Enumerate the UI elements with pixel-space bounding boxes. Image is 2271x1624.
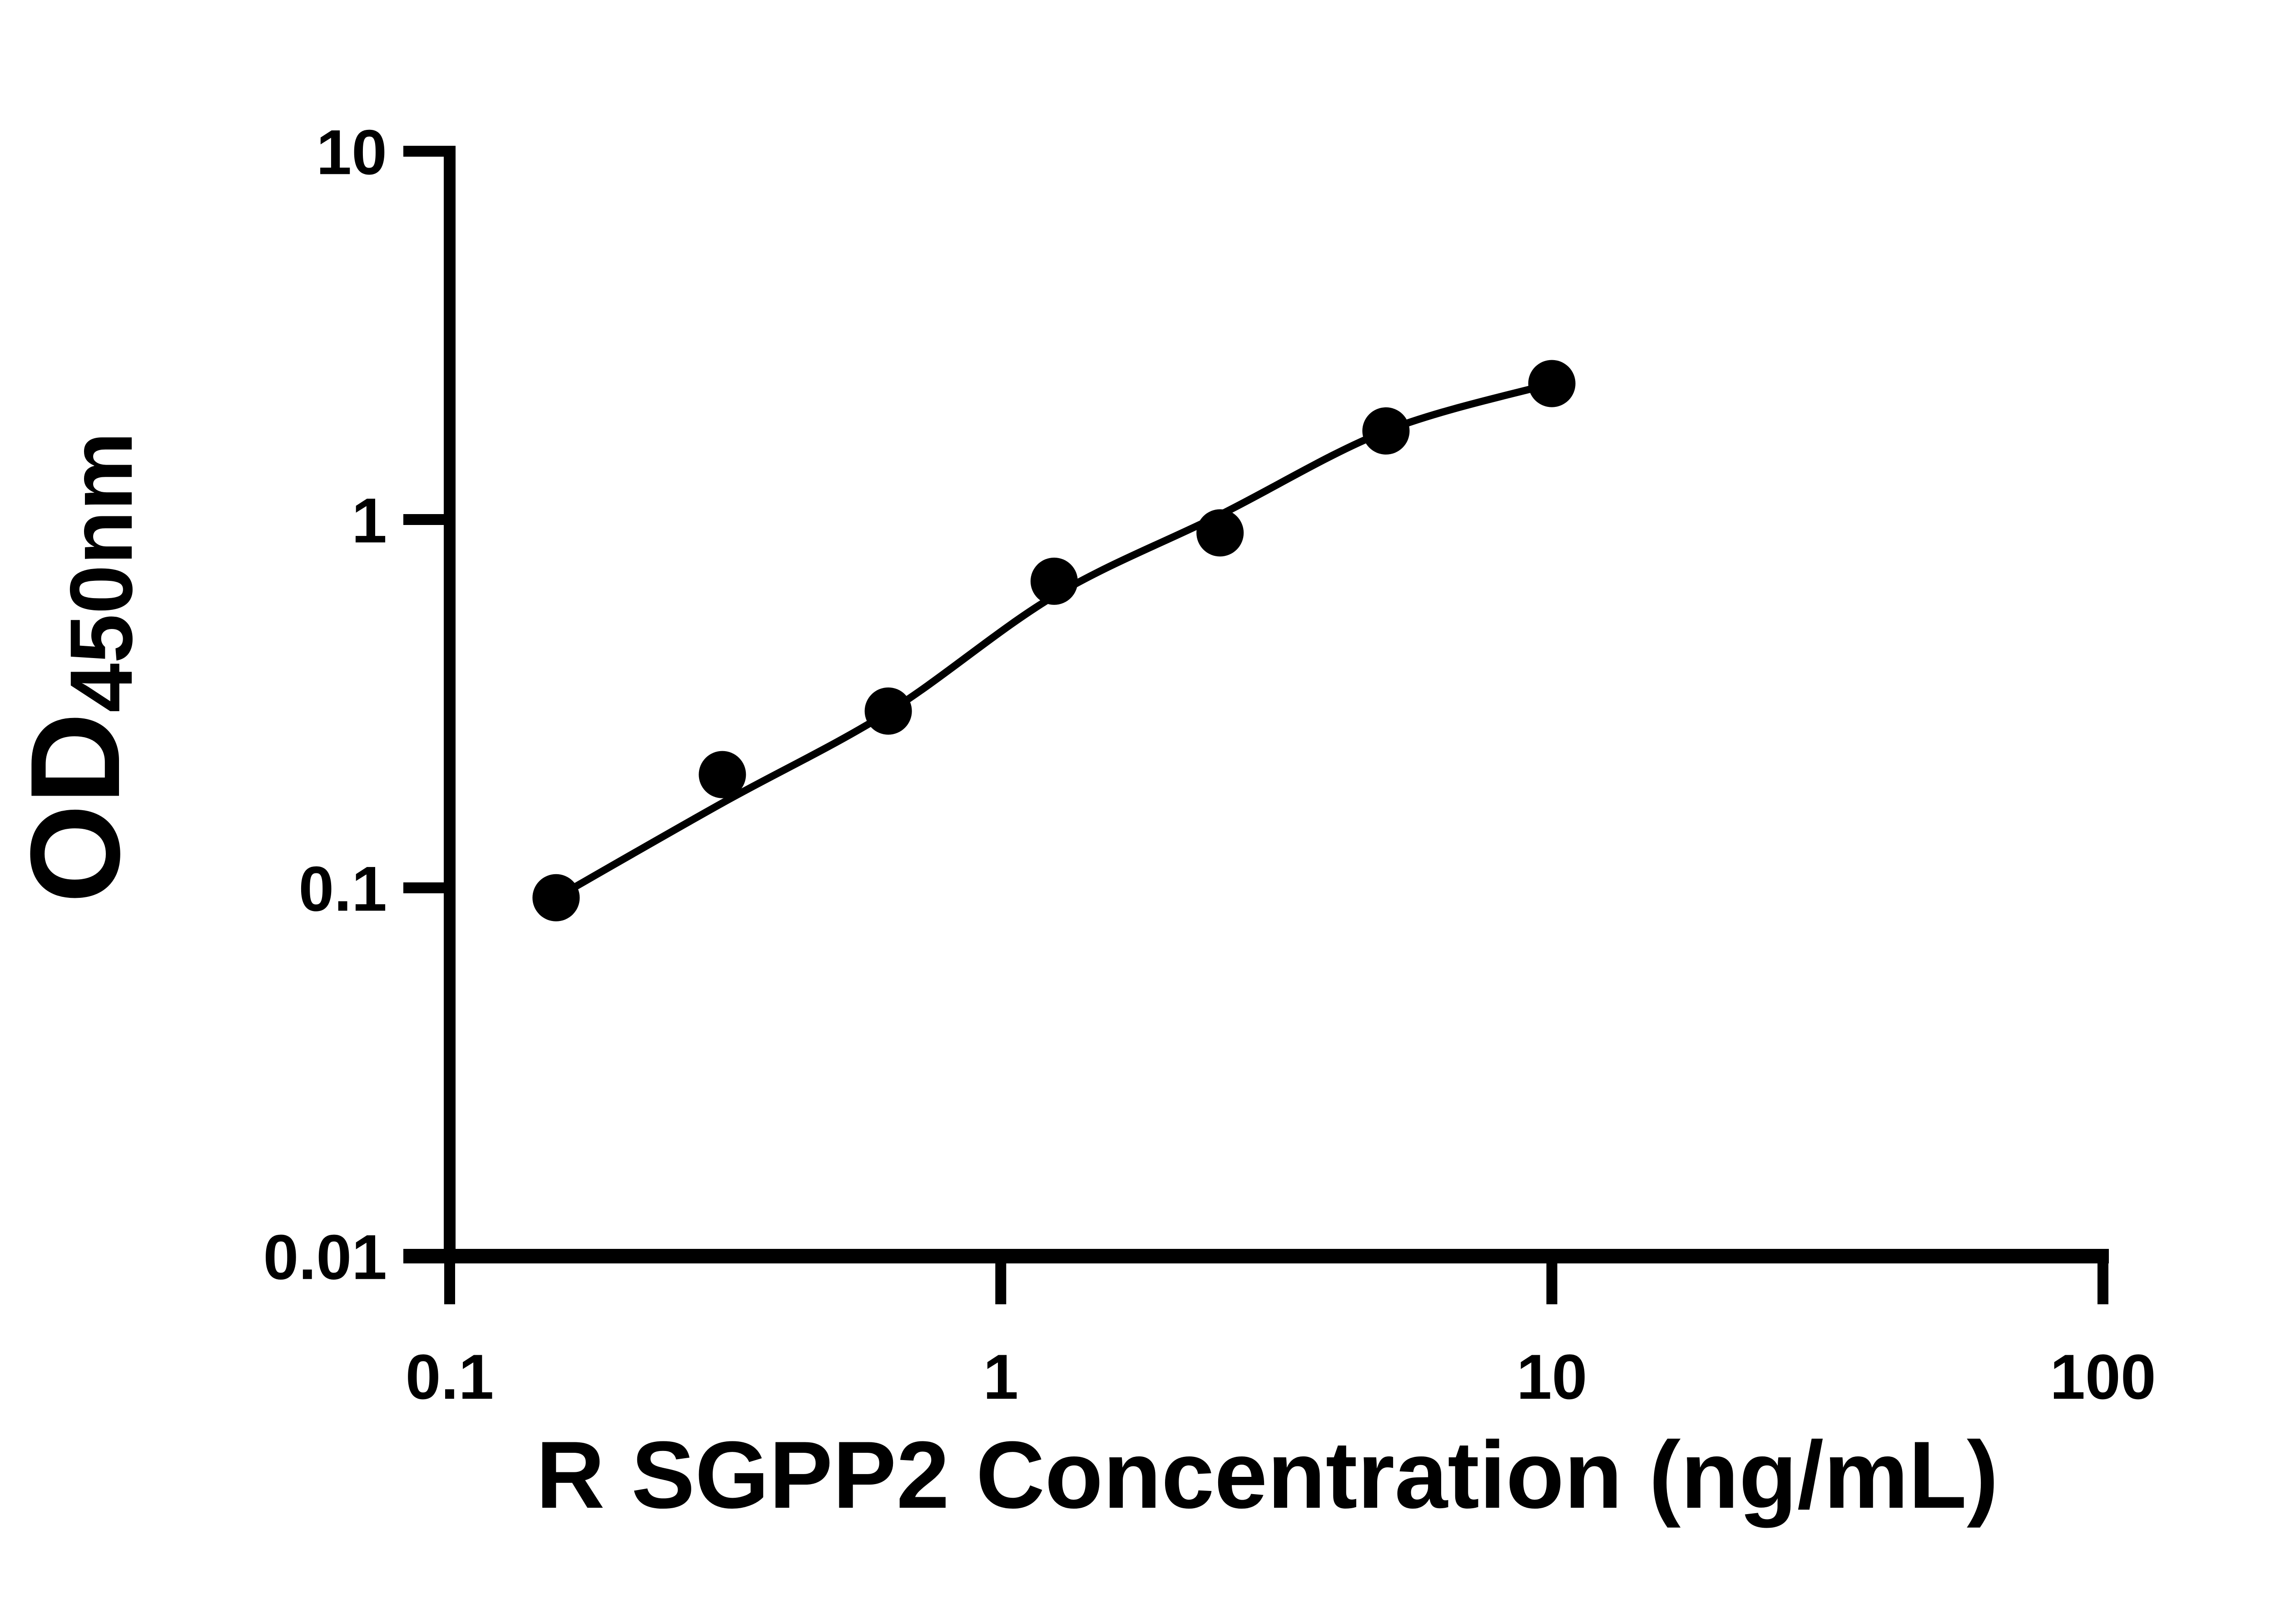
y-tick-label-10: 10 — [316, 116, 387, 188]
data-point-5 — [1196, 509, 1244, 557]
y-tick-label-0.1: 0.1 — [298, 853, 387, 924]
data-point-1 — [532, 874, 580, 921]
y-axis-tick-labels: 10 1 0.1 0.01 — [263, 116, 387, 1292]
axes — [403, 146, 2109, 1263]
x-tick-label-10: 10 — [1517, 1341, 1587, 1412]
fit-curve-line — [554, 380, 1553, 901]
data-point-6 — [1362, 407, 1410, 455]
x-axis-ticks — [444, 1256, 2108, 1304]
x-axis-tick-labels: 0.1 1 10 100 — [406, 1341, 2156, 1412]
data-point-4 — [1030, 557, 1078, 605]
y-tick-label-0.01: 0.01 — [263, 1221, 387, 1292]
y-axis-title-subscript: 450nm — [52, 432, 151, 713]
y-axis-title-main: OD — [5, 713, 146, 903]
data-point-3 — [864, 687, 912, 735]
data-points — [532, 360, 1576, 921]
y-axis-ticks — [403, 146, 450, 893]
data-point-7 — [1528, 360, 1576, 407]
fit-curve — [554, 380, 1553, 901]
x-tick-label-100: 100 — [2050, 1341, 2156, 1412]
x-tick-label-0.1: 0.1 — [406, 1341, 494, 1412]
x-tick-label-1: 1 — [983, 1341, 1018, 1412]
y-axis-title: OD450nm — [5, 432, 151, 903]
y-tick-label-1: 1 — [352, 485, 387, 556]
x-axis-title: R SGPP2 Concentration (ng/mL) — [536, 1421, 1998, 1528]
data-point-2 — [699, 751, 746, 798]
